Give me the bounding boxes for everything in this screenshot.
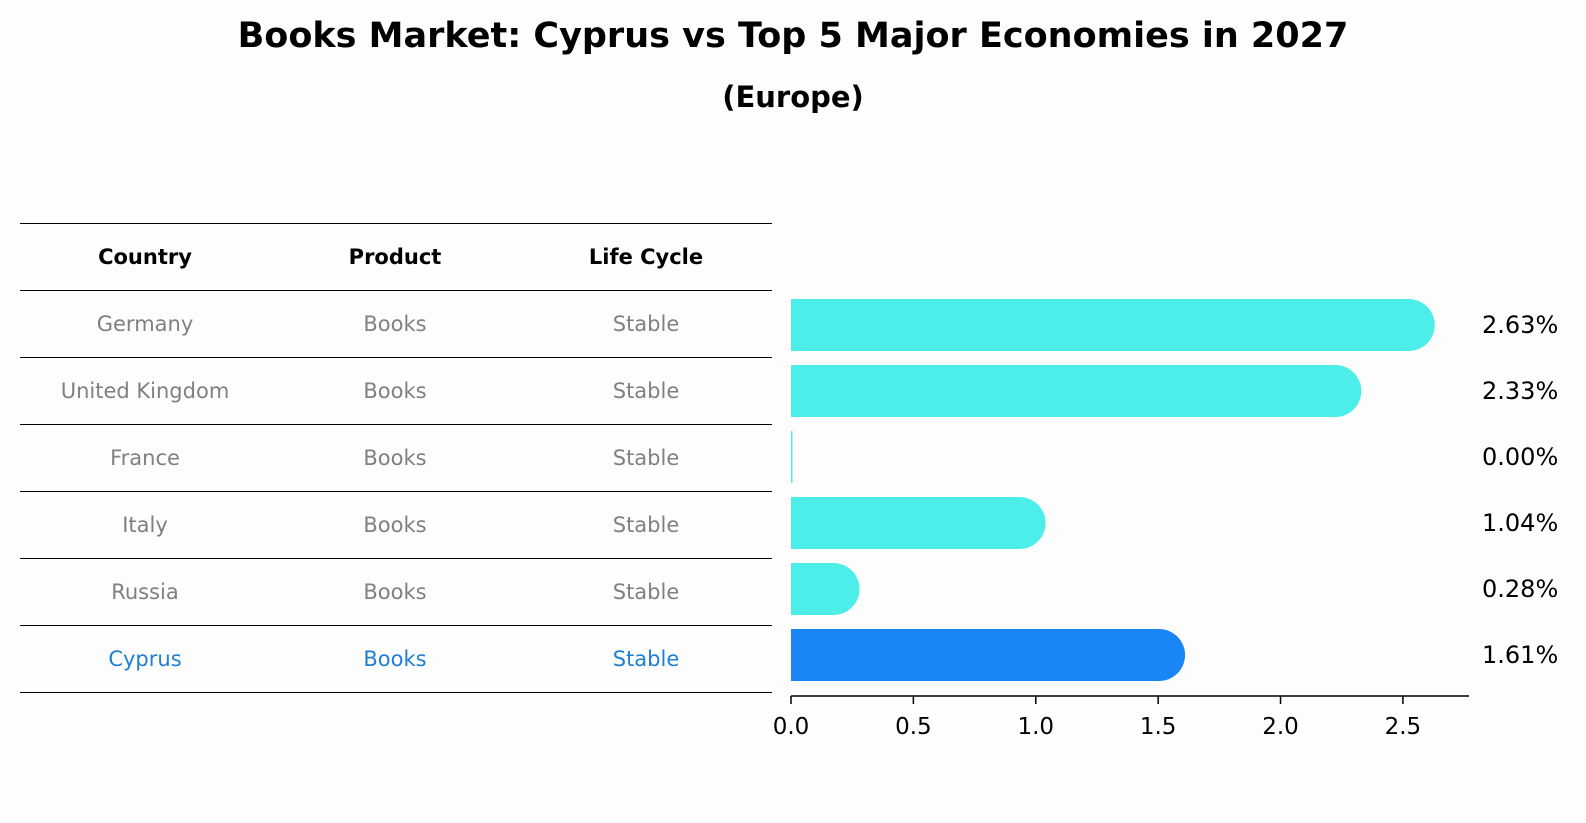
country-cell: Italy [122, 513, 168, 537]
country-cell: United Kingdom [60, 379, 230, 403]
life-cycle-cell: Stable [612, 580, 680, 604]
product-cell: Books [363, 312, 427, 336]
product-cell: Books [363, 446, 427, 470]
bar-russia [791, 563, 860, 615]
table-row: Germany Books Stable [20, 291, 772, 358]
x-tick-label: 1.5 [1140, 714, 1177, 740]
table-row: France Books Stable [20, 425, 772, 492]
table-row: Italy Books Stable [20, 492, 772, 559]
chart-title: Books Market: Cyprus vs Top 5 Major Econ… [237, 16, 1349, 56]
life-cycle-cell: Stable [612, 312, 680, 336]
life-cycle-cell: Stable [612, 379, 680, 403]
bar-france [791, 431, 793, 483]
bar-cyprus [791, 629, 1186, 681]
life-cycle-cell: Stable [612, 446, 680, 470]
header-life-cycle: Life Cycle [588, 245, 704, 269]
data-table: Country Product Life Cycle Germany Books… [20, 223, 772, 693]
table-row-highlight: Cyprus Books Stable [20, 626, 772, 693]
header-country: Country [98, 245, 192, 269]
life-cycle-cell: Stable [612, 513, 680, 537]
x-tick-label: 2.5 [1385, 714, 1422, 740]
country-cell: Germany [96, 312, 194, 336]
country-cell: France [110, 446, 180, 470]
country-cell: Cyprus [108, 647, 182, 671]
data-label: 1.04% [1482, 509, 1558, 537]
data-label: 0.28% [1482, 575, 1558, 603]
product-cell: Books [363, 580, 427, 604]
product-cell: Books [363, 647, 427, 671]
x-tick-label: 2.0 [1262, 714, 1299, 740]
data-label: 2.33% [1482, 377, 1558, 405]
x-tick-label: 0.5 [895, 714, 932, 740]
data-label: 1.61% [1482, 641, 1558, 669]
x-tick-label: 0.0 [773, 714, 810, 740]
bar-italy [791, 497, 1046, 549]
product-cell: Books [363, 513, 427, 537]
data-label: 0.00% [1482, 443, 1558, 471]
header-product: Product [348, 245, 442, 269]
country-cell: Russia [111, 580, 179, 604]
bar-united-kingdom [791, 365, 1362, 417]
bar-germany [791, 299, 1435, 351]
table-header-row: Country Product Life Cycle [20, 223, 772, 291]
data-label: 2.63% [1482, 311, 1558, 339]
chart-subtitle: (Europe) [722, 80, 864, 114]
table-row: United Kingdom Books Stable [20, 358, 772, 425]
life-cycle-cell: Stable [612, 647, 680, 671]
x-tick-label: 1.0 [1017, 714, 1054, 740]
product-cell: Books [363, 379, 427, 403]
table-row: Russia Books Stable [20, 559, 772, 626]
